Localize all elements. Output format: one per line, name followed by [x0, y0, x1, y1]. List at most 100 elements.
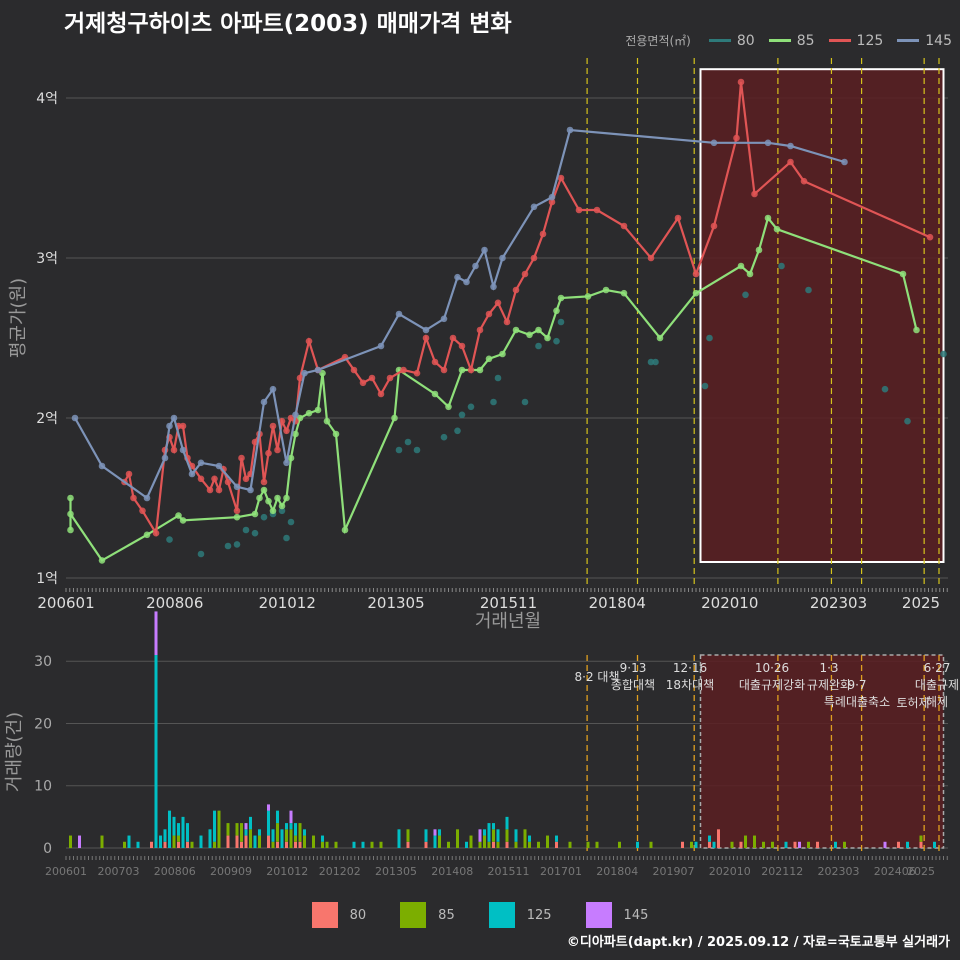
data-point-125: [400, 366, 407, 374]
volume-bar: [186, 823, 189, 842]
volume-bar: [361, 841, 365, 848]
volume-bar: [244, 829, 248, 836]
data-point-125: [449, 334, 457, 342]
bar-highlight-box: [699, 654, 945, 849]
volume-bar: [303, 829, 306, 836]
volume-bar: [276, 841, 279, 848]
volume-bar: [249, 829, 252, 848]
data-point-145: [764, 139, 772, 147]
bottom-legend: 80 85 125 145: [0, 902, 960, 928]
volume-bar: [285, 823, 288, 830]
policy-annotation-label: 특례대출축소: [824, 695, 890, 709]
data-point-80: [454, 427, 461, 435]
data-point-125: [422, 334, 430, 342]
data-point-85: [526, 331, 533, 339]
data-point-145: [247, 486, 254, 494]
bar-x-tick-label: 201305: [375, 865, 417, 878]
data-point-125: [521, 270, 529, 278]
data-point-125: [737, 78, 745, 86]
data-point-145: [841, 158, 848, 166]
volume-bar: [154, 611, 158, 655]
chart-title: 거제청구하이츠 아파트(2003) 매매가격 변화: [64, 11, 512, 37]
data-point-125: [467, 366, 475, 374]
volume-bar: [294, 835, 297, 842]
volume-bar: [271, 841, 275, 848]
x-tick-label: 202303: [810, 594, 867, 612]
data-point-145: [98, 462, 106, 470]
data-point-80: [242, 526, 250, 534]
data-point-85: [314, 406, 322, 414]
data-point-145: [314, 366, 322, 374]
x-tick-label: 202010: [701, 594, 758, 612]
data-point-145: [440, 315, 448, 323]
policy-annotation-label: 10·26: [755, 661, 789, 675]
data-point-145: [472, 262, 479, 270]
volume-bar: [555, 835, 558, 842]
data-point-85: [746, 270, 754, 278]
data-point-125: [593, 206, 601, 214]
data-point-85: [553, 307, 560, 315]
data-point-85: [535, 326, 542, 334]
volume-bar: [798, 841, 801, 848]
data-point-80: [706, 334, 713, 342]
data-point-125: [130, 494, 137, 502]
volume-bar: [177, 823, 180, 836]
data-point-85: [737, 262, 745, 270]
x-tick-label: 201511: [480, 594, 537, 612]
volume-bar: [397, 829, 401, 848]
data-point-145: [422, 326, 430, 334]
data-point-85: [499, 350, 506, 358]
legend-label-85: 85: [796, 32, 815, 49]
volume-bar: [271, 829, 275, 842]
data-point-80: [535, 342, 542, 350]
y-axis-title: 평균가(원): [8, 278, 29, 358]
volume-bar: [438, 829, 441, 836]
data-point-85: [620, 289, 628, 297]
data-point-125: [125, 470, 133, 478]
data-point-145: [179, 446, 187, 454]
bottom-legend-item-80: 80: [311, 902, 366, 928]
volume-bar: [253, 835, 257, 848]
volume-bar: [298, 841, 302, 848]
policy-annotation-label: 종합대책: [611, 677, 655, 692]
data-point-125: [530, 254, 538, 262]
volume-bar: [465, 841, 468, 848]
data-point-125: [377, 390, 385, 398]
data-point-125: [800, 177, 808, 185]
volume-bar: [528, 841, 531, 848]
volume-bar: [267, 804, 270, 811]
volume-bar: [708, 841, 711, 848]
bottom-legend-swatch-125: [488, 902, 515, 928]
data-point-125: [440, 366, 448, 374]
volume-bar: [762, 841, 765, 848]
volume-bar: [919, 841, 923, 848]
volume-bar: [258, 835, 261, 848]
volume-bar: [492, 823, 495, 830]
volume-bar: [546, 835, 549, 848]
volume-bar: [496, 829, 500, 842]
volume-bar: [694, 841, 698, 848]
data-point-145: [161, 454, 169, 462]
data-point-80: [395, 446, 403, 454]
volume-bar: [294, 823, 297, 836]
data-point-80: [494, 374, 502, 382]
bar-x-tick-label: 201804: [596, 865, 638, 878]
volume-bar: [289, 823, 293, 830]
bar-y-axis-title: 거래량(건): [4, 712, 25, 792]
data-point-85: [692, 289, 700, 297]
data-point-80: [805, 286, 812, 294]
volume-bar: [505, 816, 509, 830]
volume-bar: [568, 841, 572, 848]
data-point-125: [548, 198, 556, 206]
data-point-145: [215, 462, 223, 470]
legend-item-85: 85: [768, 32, 815, 49]
volume-bar: [303, 835, 306, 848]
volume-bar: [843, 841, 846, 848]
bottom-legend-item-145: 145: [585, 902, 648, 928]
data-point-80: [458, 411, 466, 419]
volume-bar: [424, 829, 428, 842]
data-point-125: [197, 475, 205, 483]
y-tick-label: 1억: [36, 571, 58, 587]
x-axis-title: 거래년월: [475, 611, 541, 632]
volume-bar: [537, 841, 540, 848]
